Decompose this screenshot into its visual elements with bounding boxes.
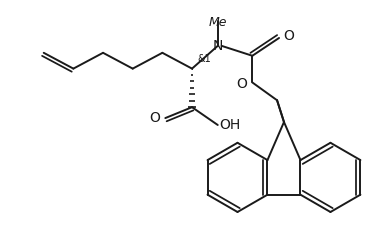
- Text: O: O: [149, 111, 160, 125]
- Text: OH: OH: [220, 118, 241, 132]
- Text: N: N: [212, 39, 223, 53]
- Text: O: O: [283, 29, 294, 43]
- Text: O: O: [237, 78, 247, 91]
- Text: &1: &1: [197, 54, 211, 64]
- Text: Me: Me: [209, 16, 227, 29]
